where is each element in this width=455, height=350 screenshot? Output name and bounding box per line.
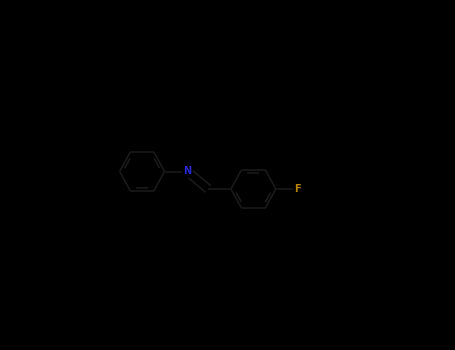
Text: F: F	[294, 184, 301, 194]
Text: N: N	[183, 167, 191, 176]
